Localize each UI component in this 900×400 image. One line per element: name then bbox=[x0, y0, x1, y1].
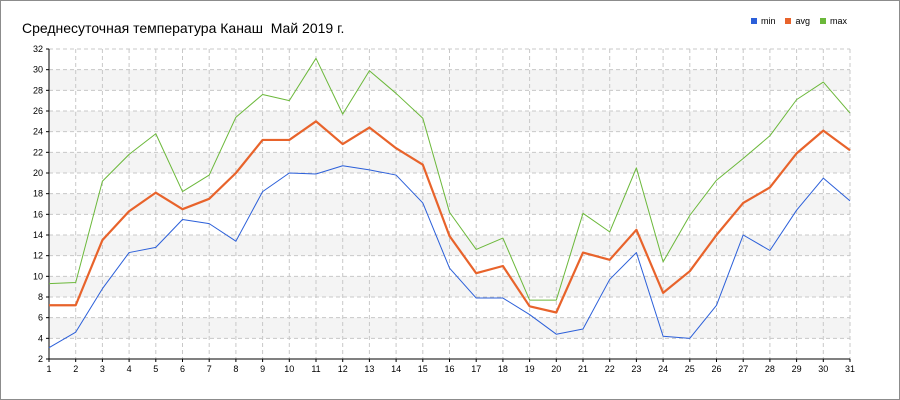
grid-band bbox=[49, 317, 850, 339]
legend-swatch-max bbox=[819, 18, 826, 24]
y-tick-label: 32 bbox=[33, 44, 43, 54]
x-tick-label: 15 bbox=[418, 364, 428, 374]
x-tick-label: 23 bbox=[631, 364, 641, 374]
x-tick-label: 11 bbox=[311, 364, 320, 374]
y-tick-label: 14 bbox=[33, 230, 43, 240]
x-tick-label: 22 bbox=[605, 364, 615, 374]
x-tick-label: 28 bbox=[765, 364, 775, 374]
x-tick-label: 30 bbox=[818, 364, 828, 374]
y-tick-label: 24 bbox=[33, 127, 43, 137]
legend-swatch-min bbox=[750, 18, 757, 24]
y-tick-label: 12 bbox=[33, 251, 43, 261]
x-tick-label: 25 bbox=[685, 364, 695, 374]
legend-swatch-avg bbox=[785, 18, 792, 24]
legend-item-min: min bbox=[750, 16, 776, 26]
legend-label-avg: avg bbox=[795, 16, 810, 26]
y-tick-label: 10 bbox=[33, 271, 43, 281]
x-tick-label: 20 bbox=[551, 364, 561, 374]
grid-band bbox=[49, 276, 850, 297]
legend-item-max: max bbox=[819, 16, 847, 26]
y-tick-label: 28 bbox=[33, 85, 43, 95]
legend-label-min: min bbox=[760, 16, 776, 26]
x-tick-label: 26 bbox=[711, 364, 721, 374]
x-tick-label: 9 bbox=[260, 364, 265, 374]
y-tick-label: 22 bbox=[33, 147, 43, 157]
x-tick-label: 27 bbox=[738, 364, 748, 374]
y-tick-label: 26 bbox=[33, 106, 43, 116]
x-tick-label: 8 bbox=[233, 364, 238, 374]
y-tick-label: 18 bbox=[33, 189, 43, 199]
x-tick-label: 19 bbox=[525, 364, 535, 374]
y-tick-label: 16 bbox=[33, 209, 43, 219]
y-tick-label: 8 bbox=[38, 292, 43, 302]
y-tick-label: 6 bbox=[38, 313, 43, 323]
x-tick-label: 17 bbox=[471, 364, 481, 374]
x-tick-label: 3 bbox=[100, 364, 105, 374]
legend: min avg max bbox=[750, 16, 847, 26]
x-tick-label: 12 bbox=[338, 364, 348, 374]
x-tick-label: 5 bbox=[153, 364, 158, 374]
x-tick-label: 29 bbox=[792, 364, 802, 374]
x-tick-label: 13 bbox=[364, 364, 374, 374]
x-tick-label: 14 bbox=[391, 364, 401, 374]
x-tick-label: 7 bbox=[207, 364, 212, 374]
legend-label-max: max bbox=[829, 16, 847, 26]
x-tick-label: 31 bbox=[845, 364, 855, 374]
chart-title: Среднесуточная температура Канаш Май 201… bbox=[22, 20, 345, 36]
legend-item-avg: avg bbox=[785, 16, 810, 26]
x-tick-label: 10 bbox=[284, 364, 294, 374]
x-tick-label: 1 bbox=[46, 364, 51, 374]
series-line-max bbox=[48, 57, 851, 301]
x-tick-label: 21 bbox=[578, 364, 588, 374]
series-line-avg bbox=[49, 120, 851, 314]
y-tick-label: 4 bbox=[38, 333, 43, 343]
series-line-min bbox=[48, 165, 851, 349]
x-tick-label: 4 bbox=[127, 364, 132, 374]
x-tick-label: 18 bbox=[498, 364, 508, 374]
x-tick-label: 2 bbox=[73, 364, 78, 374]
x-tick-label: 16 bbox=[444, 364, 454, 374]
y-tick-label: 20 bbox=[33, 168, 43, 178]
x-tick-label: 6 bbox=[180, 364, 185, 374]
y-tick-label: 2 bbox=[38, 354, 43, 364]
y-tick-label: 30 bbox=[33, 65, 43, 75]
x-tick-label: 24 bbox=[658, 364, 668, 374]
